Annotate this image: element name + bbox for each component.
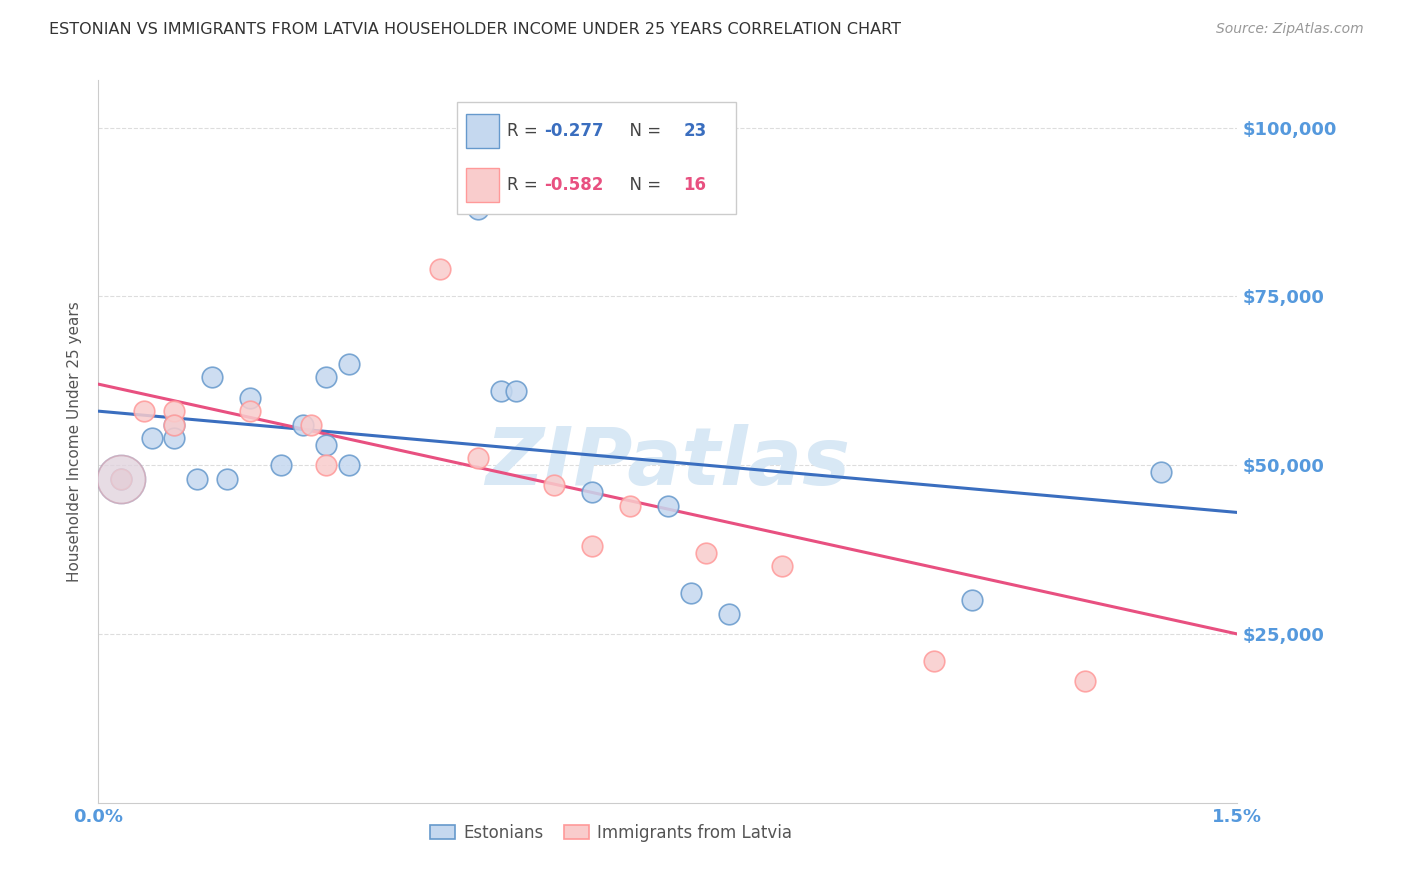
Point — [657, 499, 679, 513]
Point — [217, 472, 239, 486]
Point — [467, 202, 489, 216]
Text: ZIPatlas: ZIPatlas — [485, 425, 851, 502]
Point — [186, 472, 208, 486]
Point — [315, 370, 337, 384]
Point — [581, 485, 603, 500]
Point — [960, 593, 983, 607]
Point — [679, 586, 702, 600]
Point — [315, 438, 337, 452]
Text: Source: ZipAtlas.com: Source: ZipAtlas.com — [1216, 22, 1364, 37]
Point — [505, 384, 527, 398]
Point — [110, 472, 132, 486]
Point — [922, 654, 945, 668]
Point — [163, 431, 186, 445]
Point — [141, 431, 163, 445]
Point — [163, 417, 186, 432]
Point — [239, 391, 262, 405]
Point — [292, 417, 315, 432]
Point — [429, 262, 451, 277]
Point — [239, 404, 262, 418]
Point — [619, 499, 641, 513]
Point — [1074, 674, 1097, 689]
Point — [163, 404, 186, 418]
Y-axis label: Householder Income Under 25 years: Householder Income Under 25 years — [67, 301, 83, 582]
Point — [337, 458, 360, 472]
Point — [110, 472, 132, 486]
Point — [110, 472, 132, 486]
Point — [337, 357, 360, 371]
Text: ESTONIAN VS IMMIGRANTS FROM LATVIA HOUSEHOLDER INCOME UNDER 25 YEARS CORRELATION: ESTONIAN VS IMMIGRANTS FROM LATVIA HOUSE… — [49, 22, 901, 37]
Point — [110, 472, 132, 486]
Point — [543, 478, 565, 492]
Point — [1150, 465, 1173, 479]
Point — [489, 384, 512, 398]
Legend: Estonians, Immigrants from Latvia: Estonians, Immigrants from Latvia — [423, 817, 799, 848]
Point — [163, 417, 186, 432]
Point — [581, 539, 603, 553]
Point — [132, 404, 155, 418]
Point — [299, 417, 322, 432]
Point — [695, 546, 717, 560]
Point — [467, 451, 489, 466]
Point — [770, 559, 793, 574]
Point — [315, 458, 337, 472]
Point — [270, 458, 292, 472]
Point — [201, 370, 224, 384]
Point — [717, 607, 740, 621]
